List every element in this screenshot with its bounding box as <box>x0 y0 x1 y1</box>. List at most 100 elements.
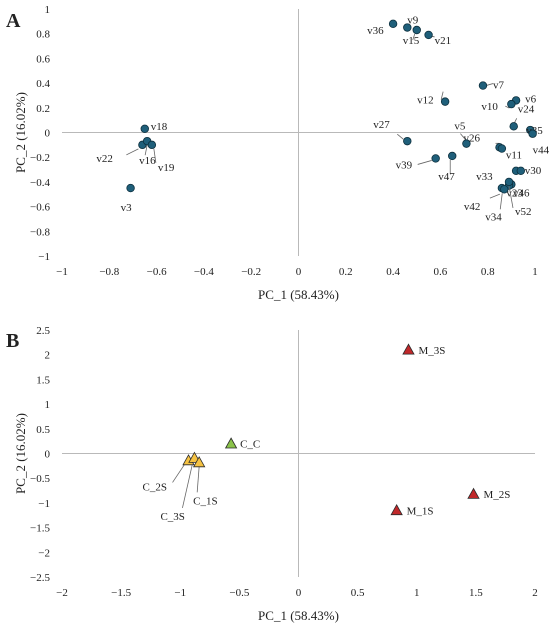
point-label: C_2S <box>143 481 167 493</box>
x-axis-title: PC_1 (58.43%) <box>258 287 339 302</box>
point-label: v10 <box>481 101 498 113</box>
data-point <box>500 185 509 194</box>
leader-line <box>144 145 148 156</box>
point-label: M_3S <box>418 345 445 357</box>
chart-b: −2 −1.5 −1 −0.5 0 0.5 1 1.5 2 2.5 2 1.5 1 0.5 0 −0.5 −1 −… <box>13 325 538 623</box>
leader-line <box>489 193 501 199</box>
point-label: v44 <box>533 145 550 157</box>
point-label: v3 <box>121 202 132 214</box>
y-tick-label: −2.5 <box>30 572 50 584</box>
data-point <box>388 19 398 29</box>
y-tick-label: −0.2 <box>30 152 50 164</box>
data-point <box>147 140 157 150</box>
data-point <box>507 99 516 109</box>
data-point <box>402 343 415 355</box>
leader-line <box>126 148 139 156</box>
data-point <box>192 456 206 468</box>
y-tick-label: 0 <box>45 449 51 461</box>
point-label: v9 <box>407 15 419 27</box>
y-tick-label: −1 <box>38 251 50 263</box>
point-label: C_C <box>240 439 260 451</box>
point-label: v11 <box>506 150 522 162</box>
data-point <box>403 136 412 146</box>
y-tick-label: 2.5 <box>36 325 50 337</box>
x-tick-label: 1 <box>414 587 420 599</box>
leader-line <box>182 463 193 509</box>
point-label: v36 <box>367 25 384 37</box>
x-tick-label: 1 <box>532 266 538 278</box>
point-label: C_3S <box>160 511 184 523</box>
x-tick-label: 0 <box>296 587 302 599</box>
leader-line <box>172 464 185 483</box>
y-tick-label: −0.4 <box>30 177 50 189</box>
point-label: v18 <box>151 121 168 133</box>
point-label: M_2S <box>484 489 511 501</box>
panel-a-letter: A <box>6 10 21 32</box>
y-axis-title: PC_2 (16.02%) <box>13 413 28 494</box>
y-tick-label: −1.5 <box>30 523 50 535</box>
y-axis-title: PC_2 (16.02%) <box>13 92 28 173</box>
y-tick-label: −2 <box>38 547 50 559</box>
x-tick-label: 0.2 <box>339 266 353 278</box>
x-tick-label: 0.6 <box>434 266 448 278</box>
point-label: v16 <box>139 155 156 167</box>
y-tick-label: 1.5 <box>36 374 50 386</box>
y-tick-label: 0 <box>45 128 51 140</box>
point-label: C_1S <box>193 495 217 507</box>
x-tick-label: −0.2 <box>241 266 261 278</box>
panel-b-letter: B <box>6 330 19 352</box>
data-point <box>140 124 149 133</box>
point-label: v6 <box>525 93 537 105</box>
data-point <box>509 122 518 131</box>
y-tick-label: −0.5 <box>30 473 50 485</box>
point-label: v21 <box>435 35 452 47</box>
x-axis-title: PC_1 (58.43%) <box>258 608 339 623</box>
point-label: v19 <box>158 162 175 174</box>
x-tick-label: −0.8 <box>99 266 119 278</box>
point-label: M_1S <box>407 505 434 517</box>
data-point <box>528 129 537 138</box>
x-tick-label: 0.4 <box>386 266 400 278</box>
x-tick-label: −1 <box>56 266 68 278</box>
point-label: v42 <box>464 201 481 213</box>
x-tick-label: 0.8 <box>481 266 495 278</box>
data-point <box>504 177 514 187</box>
point-label: v47 <box>438 171 455 183</box>
x-tick-label: −0.5 <box>229 587 249 599</box>
point-label: v30 <box>525 165 542 177</box>
leader-line <box>153 148 157 163</box>
point-label: v15 <box>403 35 420 47</box>
x-tick-label: −0.6 <box>147 266 167 278</box>
x-tick-label: 0 <box>296 266 302 278</box>
x-tick-label: 0.5 <box>351 587 365 599</box>
data-point <box>424 30 433 40</box>
leader-line <box>196 466 200 493</box>
y-tick-label: 0.8 <box>36 29 50 41</box>
point-label: v27 <box>373 119 390 131</box>
point-label: v46 <box>513 188 530 200</box>
point-label: v52 <box>515 206 532 218</box>
point-label: v5 <box>454 121 466 133</box>
y-tick-label: −0.6 <box>30 202 50 214</box>
chart-a: −1 −0.8 −0.6 −0.4 −0.2 0 0.2 0.4 0.6 0.8 1 1 0.8 0.6 0… <box>13 4 550 302</box>
leader-line <box>460 133 466 140</box>
point-label: v33 <box>476 171 493 183</box>
data-point <box>224 437 238 449</box>
y-tick-label: 0.2 <box>36 103 50 115</box>
y-tick-label: 1 <box>45 399 51 411</box>
x-tick-label: −1.5 <box>111 587 131 599</box>
leader-line <box>508 185 514 208</box>
point-label: v22 <box>96 153 113 165</box>
data-point <box>403 23 412 32</box>
data-point <box>478 81 488 90</box>
data-point <box>390 503 403 516</box>
y-tick-label: −0.8 <box>30 226 50 238</box>
data-point <box>448 151 457 161</box>
x-tick-label: 1.5 <box>469 587 483 599</box>
leader-line <box>412 33 416 41</box>
x-tick-label: −0.4 <box>194 266 214 278</box>
x-tick-label: 2 <box>532 587 538 599</box>
leader-line <box>499 193 503 210</box>
point-label: v34 <box>485 211 502 223</box>
